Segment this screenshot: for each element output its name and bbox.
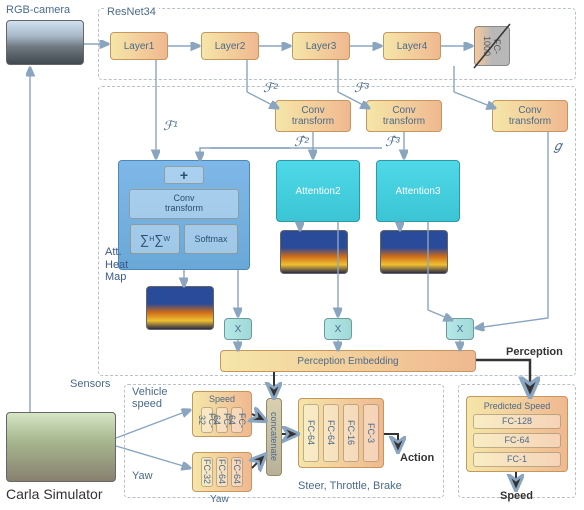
arrows xyxy=(0,0,584,510)
